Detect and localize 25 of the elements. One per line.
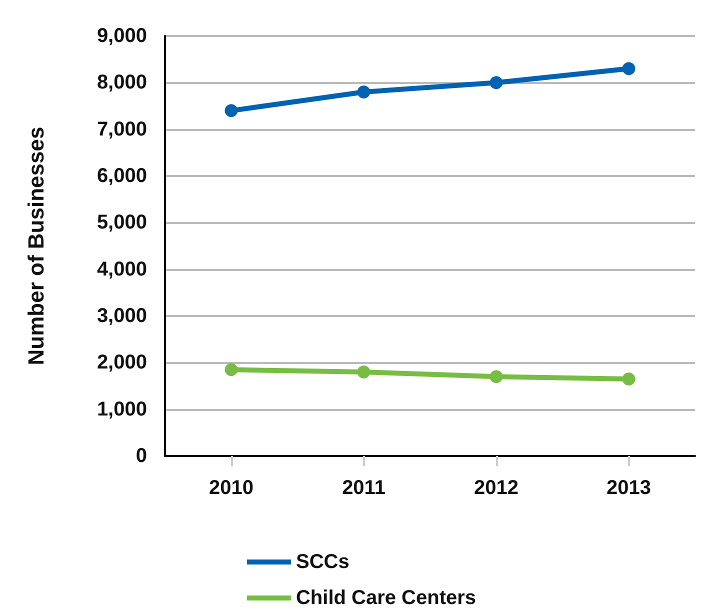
y-axis-title: Number of Businesses xyxy=(24,126,48,366)
point xyxy=(622,372,636,386)
point xyxy=(622,62,636,76)
point xyxy=(490,370,503,384)
y-tick-label: 4,000 xyxy=(96,258,147,280)
point xyxy=(357,86,370,98)
y-tick-label: 0 xyxy=(136,445,147,467)
y-tick-label: 8,000 xyxy=(96,72,147,94)
legend-label: SCCs xyxy=(296,551,350,573)
y-tick-label: 7,000 xyxy=(96,118,147,140)
x-tick-label: 2011 xyxy=(342,477,386,499)
x-tick-label: 2013 xyxy=(606,477,651,499)
y-tick-label: 2,000 xyxy=(96,352,147,374)
point xyxy=(224,363,238,376)
y-tick-label: 6,000 xyxy=(96,165,147,187)
point xyxy=(490,76,503,90)
point xyxy=(357,366,370,378)
x-tick-label: 2012 xyxy=(474,477,518,499)
y-tick-label: 5,000 xyxy=(96,212,147,234)
y-tick-label: 9,000 xyxy=(96,25,147,47)
point xyxy=(224,104,238,118)
x-tick-label: 2010 xyxy=(209,477,254,499)
legend-label: Child Care Centers xyxy=(296,587,476,609)
y-tick-label: 3,000 xyxy=(96,305,147,327)
y-tick-label: 1,000 xyxy=(96,398,147,420)
